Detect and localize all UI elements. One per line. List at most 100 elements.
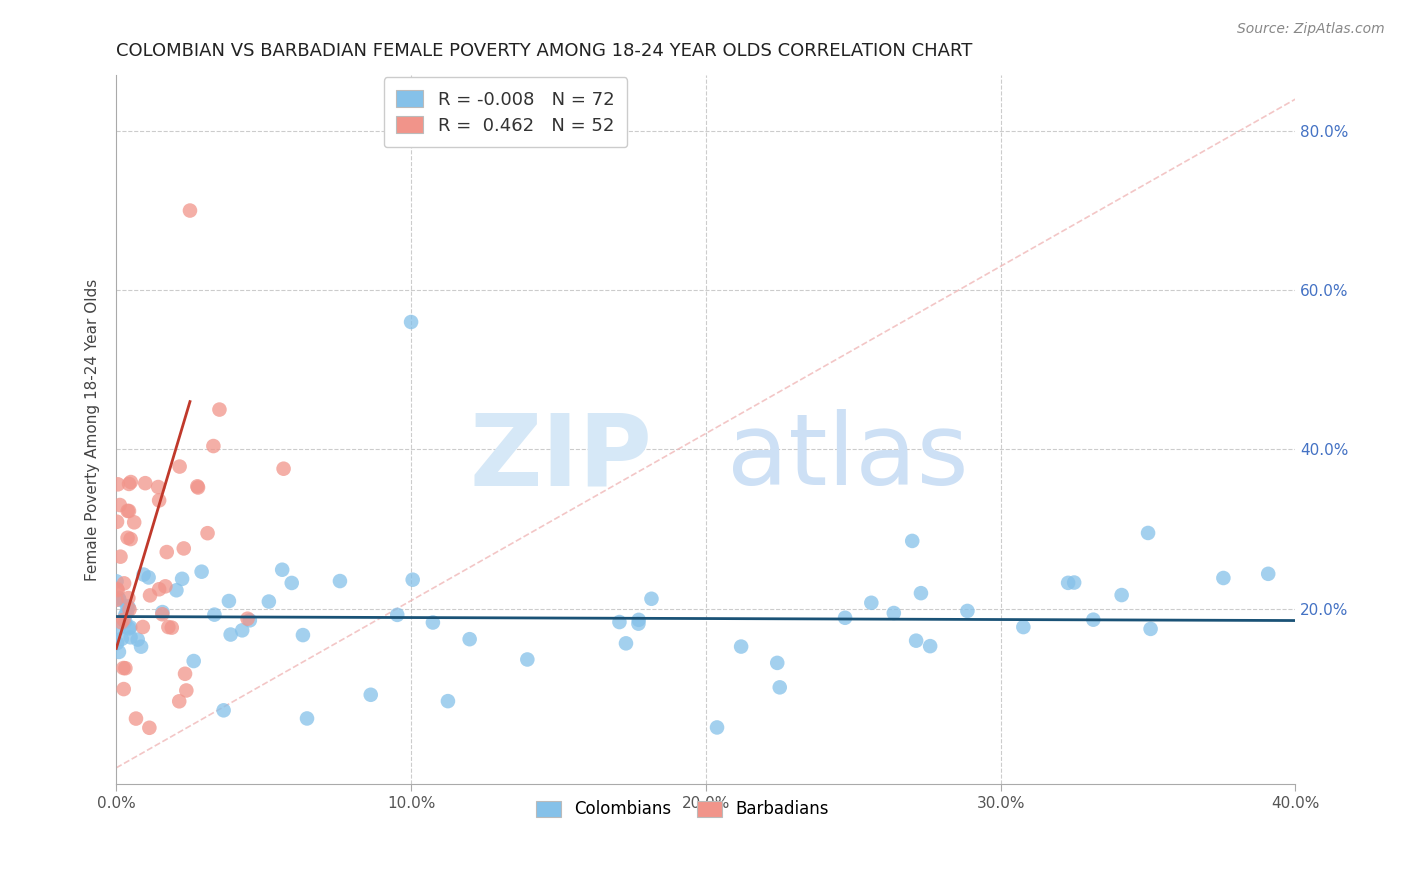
Point — [1111, 588, 1133, 602]
Point — [920, 639, 942, 653]
Point — [627, 613, 650, 627]
Point — [329, 574, 352, 588]
Point — [120, 630, 142, 644]
Point — [609, 615, 631, 629]
Point — [1063, 575, 1085, 590]
Point — [1057, 575, 1080, 590]
Point — [127, 632, 149, 647]
Point — [107, 591, 129, 605]
Y-axis label: Female Poverty Among 18-24 Year Olds: Female Poverty Among 18-24 Year Olds — [86, 278, 100, 581]
Point — [614, 636, 637, 650]
Point — [231, 624, 253, 638]
Point — [105, 636, 128, 650]
Point — [114, 661, 136, 675]
Point — [422, 615, 444, 630]
Point — [291, 628, 314, 642]
Text: COLOMBIAN VS BARBADIAN FEMALE POVERTY AMONG 18-24 YEAR OLDS CORRELATION CHART: COLOMBIAN VS BARBADIAN FEMALE POVERTY AM… — [117, 42, 973, 60]
Point — [150, 607, 173, 622]
Point — [112, 576, 135, 591]
Point — [112, 661, 135, 675]
Point — [219, 627, 242, 641]
Point — [883, 606, 905, 620]
Point — [730, 640, 752, 654]
Point — [105, 592, 128, 607]
Point — [160, 621, 183, 635]
Point — [115, 606, 138, 620]
Point — [107, 477, 129, 491]
Text: atlas: atlas — [727, 409, 969, 507]
Point — [516, 652, 538, 666]
Point — [148, 582, 170, 597]
Point — [1139, 622, 1161, 636]
Point — [706, 721, 728, 735]
Point — [118, 477, 141, 491]
Point — [402, 573, 425, 587]
Point — [138, 721, 160, 735]
Point — [107, 622, 129, 636]
Point — [458, 632, 481, 647]
Point — [156, 545, 179, 559]
Point — [910, 586, 932, 600]
Point — [387, 607, 409, 622]
Point — [360, 688, 382, 702]
Point — [218, 594, 240, 608]
Point — [208, 402, 231, 417]
Point — [108, 498, 131, 512]
Point — [399, 315, 422, 329]
Text: ZIP: ZIP — [470, 409, 652, 507]
Point — [118, 504, 141, 518]
Point — [120, 475, 142, 489]
Point — [197, 526, 219, 541]
Point — [627, 616, 650, 631]
Point — [1083, 613, 1105, 627]
Text: Source: ZipAtlas.com: Source: ZipAtlas.com — [1237, 22, 1385, 37]
Point — [155, 579, 177, 593]
Legend: Colombians, Barbadians: Colombians, Barbadians — [530, 794, 835, 825]
Point — [118, 622, 141, 636]
Point — [174, 666, 197, 681]
Point — [187, 481, 209, 495]
Point — [120, 620, 142, 634]
Point — [112, 613, 135, 627]
Point — [1137, 525, 1160, 540]
Point — [273, 461, 295, 475]
Point — [766, 656, 789, 670]
Point — [118, 602, 141, 616]
Point — [122, 516, 145, 530]
Point — [1257, 566, 1279, 581]
Point — [148, 493, 170, 508]
Point — [110, 615, 132, 630]
Point — [117, 504, 139, 518]
Point — [157, 620, 180, 634]
Point — [165, 583, 187, 598]
Point — [271, 563, 294, 577]
Point — [105, 582, 128, 596]
Point — [1212, 571, 1234, 585]
Point — [120, 532, 142, 546]
Point — [769, 681, 792, 695]
Point — [107, 583, 129, 598]
Point — [139, 588, 162, 602]
Point — [115, 599, 138, 614]
Point — [204, 607, 226, 622]
Point — [114, 608, 136, 623]
Point — [172, 572, 194, 586]
Point — [132, 620, 155, 634]
Point — [179, 203, 201, 218]
Point — [280, 576, 302, 591]
Point — [437, 694, 460, 708]
Point — [236, 612, 259, 626]
Point — [905, 633, 928, 648]
Point — [105, 574, 128, 589]
Point — [176, 683, 198, 698]
Point — [901, 533, 924, 548]
Point — [132, 567, 155, 582]
Point — [173, 541, 195, 556]
Point — [152, 605, 174, 619]
Point — [138, 570, 160, 584]
Point — [114, 615, 136, 629]
Point — [186, 479, 208, 493]
Point — [257, 594, 280, 608]
Point — [1012, 620, 1035, 634]
Point — [183, 654, 205, 668]
